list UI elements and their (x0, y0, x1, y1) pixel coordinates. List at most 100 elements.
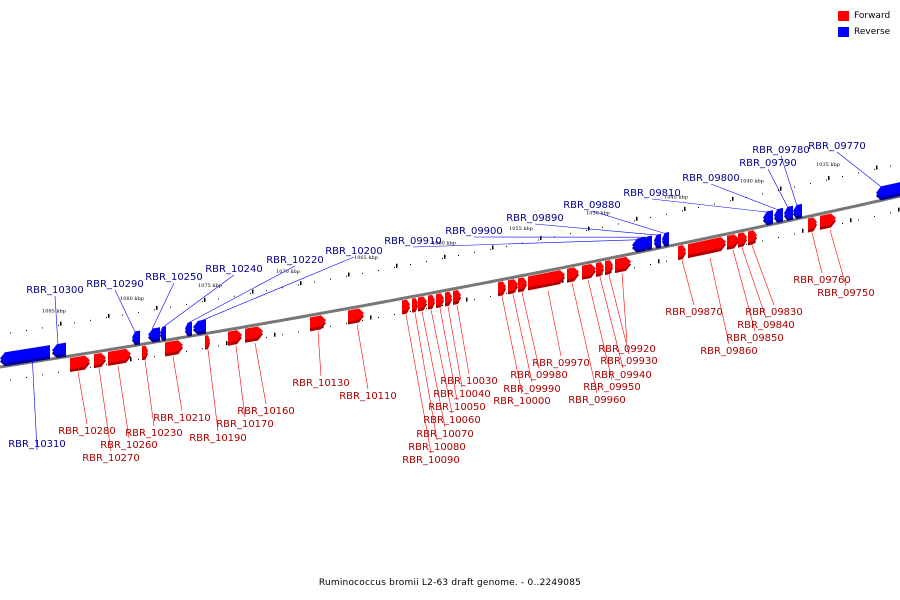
gene-arrow-rbr-09850[interactable] (727, 234, 739, 247)
gene-label[interactable]: RBR_09950 (583, 382, 641, 393)
gene-arrow-rbr-09990[interactable] (508, 279, 518, 292)
gene-label[interactable]: RBR_10220 (266, 255, 324, 266)
gene-arrow-rbr-10250[interactable] (148, 327, 160, 340)
gene-arrow-rbr-10070[interactable] (418, 296, 427, 309)
gene-label[interactable]: RBR_09980 (510, 370, 568, 381)
gene-label[interactable]: RBR_09900 (445, 226, 503, 237)
gene-arrow-rbr-10190[interactable] (205, 335, 210, 347)
gene-arrow-rbr-09830[interactable] (748, 230, 757, 243)
gene-arrow-rbr-09780[interactable] (793, 203, 802, 216)
gene-arrow-rbr-09980[interactable] (518, 277, 527, 290)
gene-arrow-rbr-10080[interactable] (412, 298, 418, 310)
gene-arrow-rbr-10230[interactable] (142, 345, 148, 358)
gene-label[interactable]: RBR_09800 (682, 173, 740, 184)
gene-arrow-rbr-10280[interactable] (70, 355, 90, 369)
gene-arrow-rbr-09800[interactable] (774, 207, 783, 221)
gene-arrow-rbr-09810[interactable] (763, 210, 773, 223)
gene-arrow-rbr-10260[interactable] (108, 348, 131, 363)
gene-label[interactable]: RBR_10270 (82, 453, 140, 464)
gene-arrow-rbr-09860[interactable] (688, 237, 726, 256)
gene-label[interactable]: RBR_09880 (563, 200, 621, 211)
gene-label[interactable]: RBR_10040 (433, 389, 491, 400)
gene-label[interactable]: RBR_10160 (237, 406, 295, 417)
gene-arrow-rbr-10220[interactable] (185, 321, 192, 334)
gene-label[interactable]: RBR_10070 (416, 429, 474, 440)
gene-label[interactable]: RBR_09780 (752, 145, 810, 156)
gene-label[interactable]: RBR_09960 (568, 395, 626, 406)
gene-label[interactable]: RBR_09840 (737, 320, 795, 331)
gene-label[interactable]: RBR_10000 (493, 396, 551, 407)
gene-arrow-rbr-09770[interactable] (876, 182, 900, 198)
leader-line (681, 260, 695, 306)
gene-label[interactable]: RBR_10310 (8, 439, 66, 450)
gene-arrow-rbr-10240[interactable] (160, 326, 166, 338)
gene-arrow-rbr-10200[interactable] (193, 319, 206, 332)
gene-label[interactable]: RBR_10300 (26, 285, 84, 296)
gene-label[interactable]: RBR_10060 (423, 415, 481, 426)
gene-label[interactable]: RBR_09810 (623, 188, 681, 199)
gene-label[interactable]: RBR_09940 (594, 370, 652, 381)
gene-arrow-rbr-10210[interactable] (165, 340, 183, 354)
gene-arrow-rbr-10050[interactable] (436, 293, 444, 306)
gene-label[interactable]: RBR_09750 (817, 288, 875, 299)
gene-arrow-rbr-09890[interactable] (654, 233, 661, 246)
gene-arrow-rbr-09840[interactable] (738, 232, 747, 245)
gene-label[interactable]: RBR_09910 (384, 236, 442, 247)
gene-arrow-rbr-10170[interactable] (228, 330, 242, 343)
gene-arrow-rbr-09920[interactable] (615, 256, 631, 271)
gene-arrow-rbr-09870[interactable] (678, 245, 686, 258)
gene-label[interactable]: RBR_09930 (600, 356, 658, 367)
gene-arrow-rbr-10310[interactable] (0, 345, 50, 364)
gene-label[interactable]: RBR_09860 (700, 346, 758, 357)
gene-arrow-rbr-09950[interactable] (582, 263, 596, 277)
gene-arrow-rbr-10060[interactable] (428, 294, 435, 307)
gene-arrow-rbr-09750[interactable] (820, 213, 836, 227)
gene-label[interactable]: RBR_10110 (339, 391, 397, 402)
gene-arrow-rbr-09930[interactable] (605, 260, 613, 273)
gene-label[interactable]: RBR_10250 (145, 272, 203, 283)
gene-label[interactable]: RBR_10090 (402, 455, 460, 466)
gene-label[interactable]: RBR_09770 (808, 141, 866, 152)
gene-arrow-rbr-09940[interactable] (596, 261, 604, 274)
gene-label[interactable]: RBR_10240 (205, 264, 263, 275)
gene-arrow-rbr-10160[interactable] (245, 326, 263, 340)
gene-label[interactable]: RBR_10260 (100, 440, 158, 451)
guide-dot (378, 270, 379, 271)
gene-arrow-rbr-09970[interactable] (528, 270, 565, 288)
gene-label[interactable]: RBR_09890 (506, 213, 564, 224)
gene-arrow-rbr-10000[interactable] (498, 281, 506, 294)
gene-arrow-rbr-09910[interactable] (632, 236, 646, 250)
gene-label[interactable]: RBR_09760 (793, 275, 851, 286)
gene-label[interactable]: RBR_10190 (189, 433, 247, 444)
gene-label[interactable]: RBR_10030 (440, 376, 498, 387)
gene-arrow-rbr-10300[interactable] (52, 342, 66, 356)
gene-label[interactable]: RBR_10280 (58, 426, 116, 437)
gene-arrow-rbr-10040[interactable] (445, 291, 452, 304)
gene-label[interactable]: RBR_10230 (125, 428, 183, 439)
gene-label[interactable]: RBR_09990 (503, 384, 561, 395)
leader-line (414, 312, 438, 441)
gene-arrow-rbr-10090[interactable] (402, 299, 410, 312)
gene-label[interactable]: RBR_10080 (408, 442, 466, 453)
gene-label[interactable]: RBR_10290 (86, 279, 144, 290)
gene-label[interactable]: RBR_10210 (153, 413, 211, 424)
gene-arrow-rbr-10110[interactable] (348, 308, 364, 322)
gene-arrow-rbr-10130[interactable] (310, 315, 326, 329)
gene-label[interactable]: RBR_10130 (292, 378, 350, 389)
gene-arrow-rbr-09880[interactable] (662, 232, 669, 244)
gene-label[interactable]: RBR_09850 (726, 333, 784, 344)
gene-arrow-rbr-10270[interactable] (94, 352, 106, 366)
gene-arrow-rbr-09760[interactable] (808, 217, 817, 230)
gene-arrow-rbr-09790[interactable] (784, 205, 793, 218)
gene-arrow-rbr-09960[interactable] (567, 267, 579, 280)
gene-label[interactable]: RBR_10050 (428, 402, 486, 413)
gene-arrow-rbr-10290[interactable] (132, 330, 140, 343)
gene-arrow-rbr-10030[interactable] (453, 290, 461, 302)
gene-label[interactable]: RBR_10170 (216, 419, 274, 430)
gene-label[interactable]: RBR_09830 (745, 307, 803, 318)
gene-label[interactable]: RBR_10200 (325, 246, 383, 257)
gene-label[interactable]: RBR_09790 (739, 158, 797, 169)
gene-label[interactable]: RBR_09920 (598, 344, 656, 355)
gene-label[interactable]: RBR_09970 (532, 358, 590, 369)
gene-label[interactable]: RBR_09870 (665, 307, 723, 318)
